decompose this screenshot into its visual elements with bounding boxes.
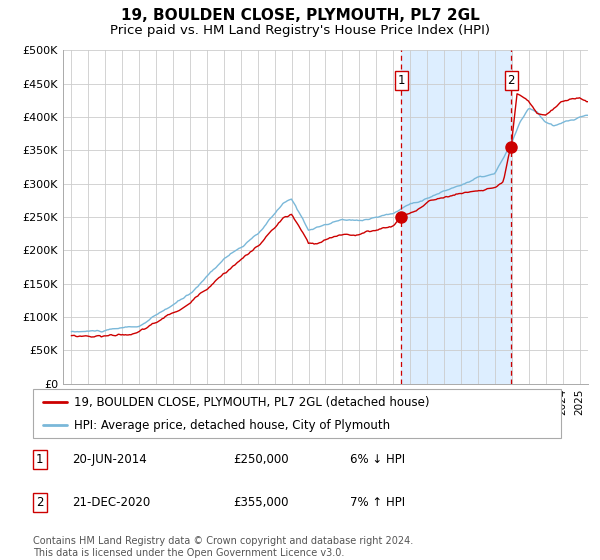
Text: 7% ↑ HPI: 7% ↑ HPI (350, 496, 405, 510)
Text: Price paid vs. HM Land Registry's House Price Index (HPI): Price paid vs. HM Land Registry's House … (110, 24, 490, 36)
Text: £250,000: £250,000 (233, 453, 289, 466)
Text: £355,000: £355,000 (233, 496, 289, 510)
Text: 21-DEC-2020: 21-DEC-2020 (73, 496, 151, 510)
Text: 19, BOULDEN CLOSE, PLYMOUTH, PL7 2GL (detached house): 19, BOULDEN CLOSE, PLYMOUTH, PL7 2GL (de… (74, 396, 430, 409)
Text: Contains HM Land Registry data © Crown copyright and database right 2024.
This d: Contains HM Land Registry data © Crown c… (33, 536, 413, 558)
Text: 6% ↓ HPI: 6% ↓ HPI (350, 453, 405, 466)
Text: 2: 2 (508, 74, 515, 87)
Text: 1: 1 (36, 453, 44, 466)
Text: 1: 1 (397, 74, 405, 87)
Bar (401, 50, 511, 384)
Text: 20-JUN-2014: 20-JUN-2014 (73, 453, 148, 466)
Text: 19, BOULDEN CLOSE, PLYMOUTH, PL7 2GL: 19, BOULDEN CLOSE, PLYMOUTH, PL7 2GL (121, 8, 479, 24)
Text: HPI: Average price, detached house, City of Plymouth: HPI: Average price, detached house, City… (74, 419, 391, 432)
Text: 2: 2 (36, 496, 44, 510)
FancyBboxPatch shape (33, 389, 561, 438)
